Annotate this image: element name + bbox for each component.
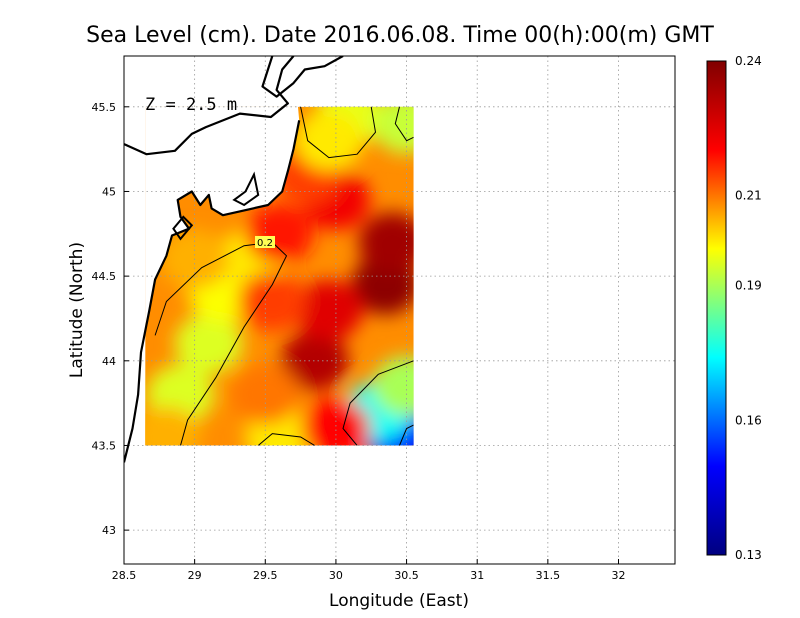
colorbar-tick-label: 0.16	[735, 413, 762, 427]
coastline-segment-1	[124, 120, 301, 463]
coastline-segment-0	[124, 56, 295, 156]
x-tick-label: 30	[329, 569, 343, 582]
x-tick-label: 29	[188, 569, 202, 582]
y-tick-label: 45.5	[92, 101, 117, 114]
coastline	[124, 56, 344, 463]
chart-title: Sea Level (cm). Date 2016.06.08. Time 00…	[86, 23, 714, 48]
field-sample-16	[372, 356, 414, 417]
colorbar-tick-label: 0.13	[735, 548, 762, 562]
y-tick-label: 45	[102, 185, 116, 198]
x-tick-label: 29.5	[253, 569, 278, 582]
field-sample-13	[372, 106, 414, 154]
x-axis-label: Longitude (East)	[329, 591, 469, 611]
field-sample-6	[358, 212, 414, 273]
contour-line-4	[342, 360, 414, 446]
lagoon-outline-0	[232, 171, 260, 207]
x-tick-label: 28.5	[112, 569, 137, 582]
y-tick-label: 43.5	[92, 439, 117, 452]
land-mask	[145, 106, 300, 332]
coastline-segment-2	[261, 56, 344, 98]
contour-line-1	[300, 106, 377, 159]
contour-label: 0.2	[257, 238, 273, 249]
colorbar-tick-label: 0.21	[735, 189, 762, 203]
field-sample-8	[294, 280, 363, 340]
field-sample-19	[145, 407, 201, 446]
x-tick-label: 30.5	[394, 569, 419, 582]
data-field	[145, 106, 414, 446]
contour-label-bg	[255, 236, 275, 248]
plot-frame	[123, 55, 676, 565]
colorbar-ticks: 0.13 0.16 0.19 0.21 0.24	[735, 54, 762, 562]
contour-line-3	[257, 433, 315, 446]
x-axis: 28.5 29 29.5 30 30.5 31 31.5 32	[112, 559, 625, 582]
y-tick-label: 44.5	[92, 270, 117, 283]
lagoon-outline-1	[172, 215, 194, 241]
field-sample-22	[245, 203, 314, 264]
contour-label-group: 0.2	[255, 236, 275, 249]
contour-line-5	[399, 424, 414, 446]
x-tick-label: 32	[611, 569, 625, 582]
contour-lines	[154, 106, 414, 446]
y-tick-label: 43	[102, 524, 116, 537]
colorbar-tick-label: 0.24	[735, 54, 762, 68]
y-tick-label: 44	[102, 355, 116, 368]
depth-annotation: Z = 2.5 m	[145, 95, 237, 115]
field-sample-21	[238, 271, 307, 332]
field-sample-0	[174, 313, 243, 374]
field-sample-12	[294, 110, 363, 171]
colorbar-tick-label: 0.19	[735, 279, 762, 293]
x-tick-label: 31.5	[536, 569, 561, 582]
grid	[124, 56, 675, 564]
y-axis: 43 43.5 44 44.5 45 45.5	[92, 101, 129, 537]
contour-line-0	[154, 241, 288, 446]
field-sample-7	[280, 330, 349, 391]
colorbar: 0.13 0.16 0.19 0.21 0.24	[706, 54, 762, 562]
y-axis-label: Latitude (North)	[67, 242, 87, 378]
colorbar-bar	[706, 60, 727, 556]
field-sample-20	[301, 398, 370, 446]
x-tick-label: 31	[470, 569, 484, 582]
contour-line-2	[394, 106, 414, 142]
